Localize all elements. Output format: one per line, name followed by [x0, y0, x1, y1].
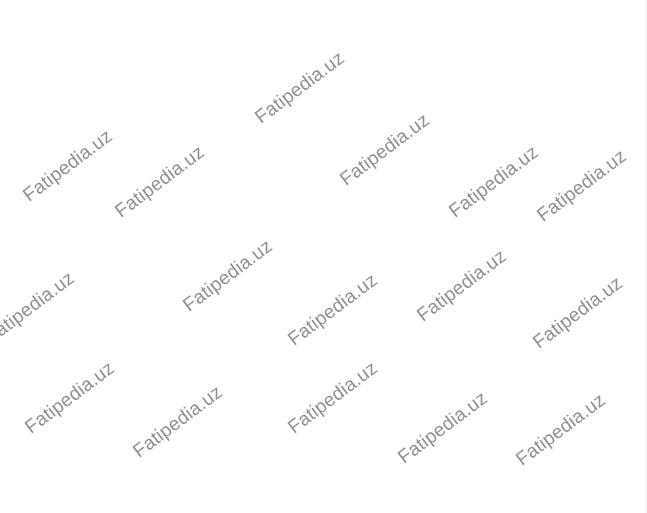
watermark-text: Fatipedia.uz [336, 109, 434, 191]
watermark-text: Fatipedia.uz [19, 125, 117, 207]
watermark-text: Fatipedia.uz [529, 272, 627, 354]
watermark-text: Fatipedia.uz [533, 145, 631, 227]
right-edge-strip [645, 0, 647, 513]
watermark-text: Fatipedia.uz [111, 141, 209, 223]
watermark-text: Fatipedia.uz [129, 381, 227, 463]
watermark-text: Fatipedia.uz [179, 235, 277, 317]
watermark-text: Fatipedia.uz [284, 269, 382, 351]
watermark-text: Fatipedia.uz [413, 245, 511, 327]
watermark-text: Fatipedia.uz [251, 47, 349, 129]
watermark-text: Fatipedia.uz [512, 389, 610, 471]
watermark-text: Fatipedia.uz [21, 357, 119, 439]
watermark-text: Fatipedia.uz [0, 267, 79, 349]
watermark-text: Fatipedia.uz [394, 387, 492, 469]
watermark-text: Fatipedia.uz [445, 141, 543, 223]
watermark-text: Fatipedia.uz [284, 357, 382, 439]
